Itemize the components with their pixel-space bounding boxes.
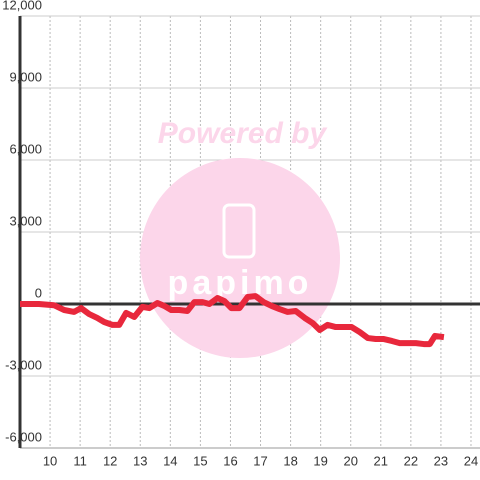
x-tick-label: 24	[464, 453, 478, 468]
x-tick-label: 12	[103, 453, 117, 468]
watermark-text: Powered by	[158, 117, 328, 150]
watermark-icon	[222, 203, 256, 259]
x-tick-label: 22	[404, 453, 418, 468]
y-tick-label: -3,000	[5, 357, 42, 372]
y-tick-label: 9,000	[9, 69, 42, 84]
x-tick-label: 19	[313, 453, 327, 468]
x-tick-label: 10	[43, 453, 57, 468]
x-tick-label: 16	[223, 453, 237, 468]
y-tick-label: -6,000	[5, 429, 42, 444]
x-tick-label: 23	[434, 453, 448, 468]
x-tick-label: 13	[133, 453, 147, 468]
y-tick-label: 0	[35, 285, 42, 300]
x-tick-label: 17	[253, 453, 267, 468]
x-tick-label: 15	[193, 453, 207, 468]
x-tick-label: 20	[343, 453, 357, 468]
x-tick-label: 18	[283, 453, 297, 468]
y-tick-label: 12,000	[2, 0, 42, 12]
x-tick-label: 21	[374, 453, 388, 468]
watermark-logo: papimo	[168, 264, 313, 302]
y-tick-label: 3,000	[9, 213, 42, 228]
x-tick-label: 11	[73, 453, 87, 468]
series-line	[20, 293, 445, 348]
y-tick-label: 6,000	[9, 141, 42, 156]
x-tick-label: 14	[163, 453, 177, 468]
watermark: Powered by papimo	[140, 117, 340, 358]
